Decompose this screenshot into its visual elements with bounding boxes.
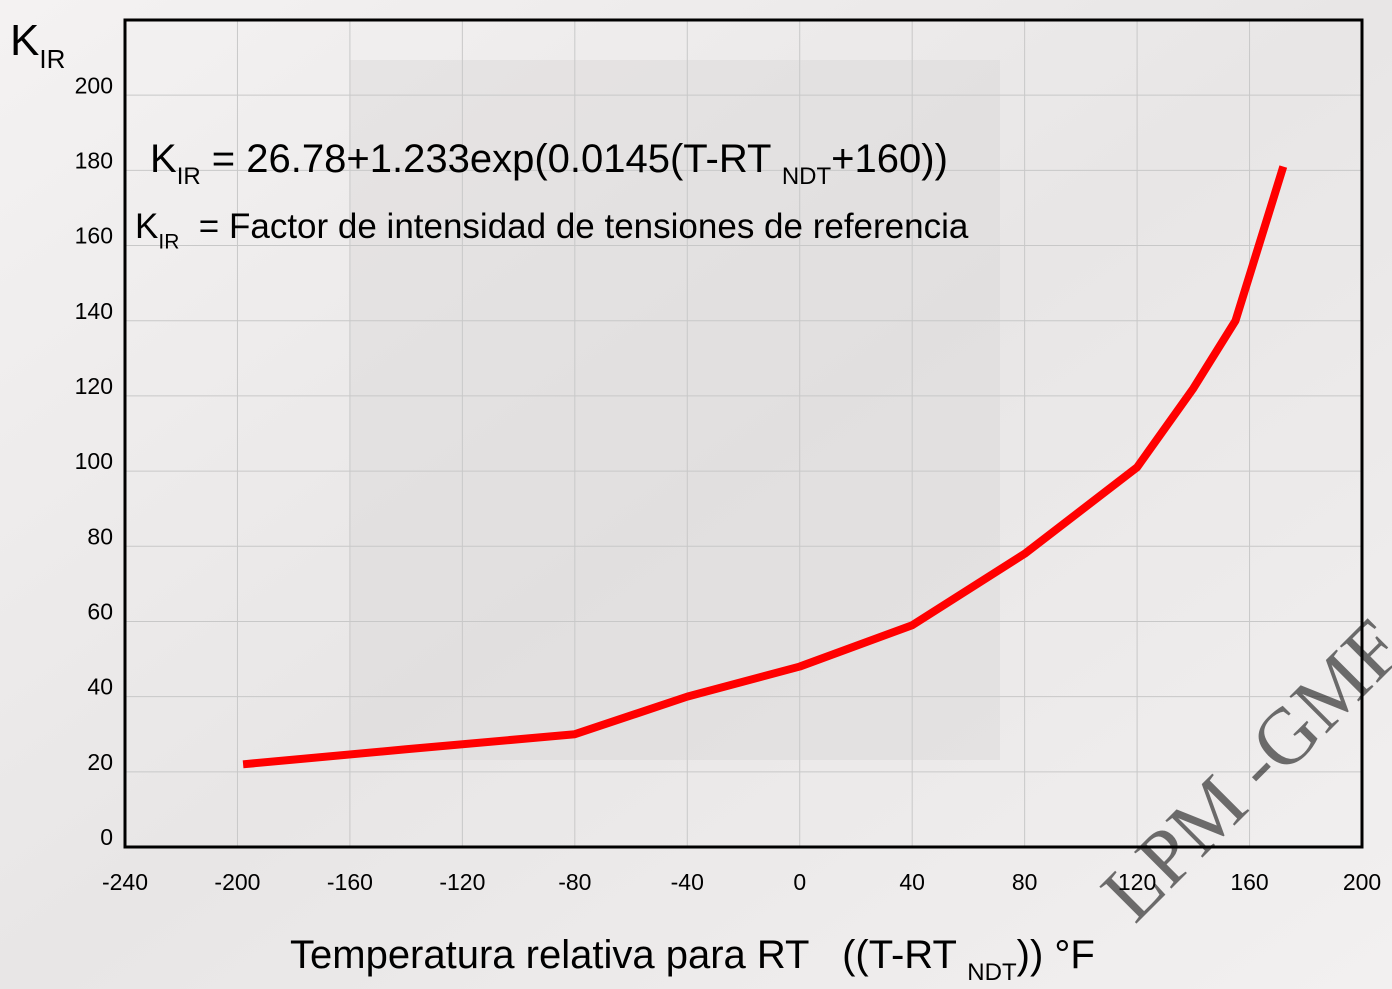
plot-frame bbox=[123, 18, 1364, 849]
y-tick-label: 200 bbox=[75, 72, 113, 98]
annotation: KIR = Factor de intensidad de tensiones … bbox=[135, 207, 969, 254]
x-axis-label: Temperatura relativa para RT ((T-RT NDT)… bbox=[290, 933, 1095, 986]
x-axis-label-part: )) °F bbox=[1017, 933, 1095, 977]
annotation-part: K bbox=[135, 207, 158, 246]
y-tick-label: 100 bbox=[75, 448, 113, 474]
x-tick-label: -200 bbox=[214, 869, 260, 895]
annotation: KIR = 26.78+1.233exp(0.0145(T-RT NDT+160… bbox=[150, 137, 948, 190]
y-tick-label: 60 bbox=[87, 599, 113, 625]
y-axis-label-part: K bbox=[10, 16, 39, 65]
y-tick-label: 160 bbox=[75, 223, 113, 249]
y-tick-label: 180 bbox=[75, 147, 113, 173]
x-tick-label: 160 bbox=[1230, 869, 1268, 895]
x-tick-label: -40 bbox=[671, 869, 704, 895]
y-axis-label-subscript: IR bbox=[39, 44, 65, 74]
annotation-part: K bbox=[150, 137, 177, 181]
x-tick-label: -120 bbox=[439, 869, 485, 895]
y-tick-label: 80 bbox=[87, 523, 113, 549]
y-tick-label: 120 bbox=[75, 373, 113, 399]
x-tick-label: -80 bbox=[558, 869, 591, 895]
annotation-subscript: IR bbox=[158, 231, 179, 254]
data-line bbox=[242, 165, 1288, 769]
annotation-part: = 26.78+1.233exp(0.0145(T-RT bbox=[201, 137, 782, 181]
background-shape bbox=[350, 60, 1000, 760]
x-tick-label: 0 bbox=[793, 869, 806, 895]
annotation-part: +160)) bbox=[831, 137, 948, 181]
x-axis-label-subscript: NDT bbox=[967, 959, 1017, 986]
y-tick-label: 0 bbox=[100, 824, 113, 850]
x-tick-label: 200 bbox=[1343, 869, 1381, 895]
x-tick-label: -160 bbox=[327, 869, 373, 895]
x-axis-label-part: Temperatura relativa para RT ((T-RT bbox=[290, 933, 967, 977]
y-tick-label: 140 bbox=[75, 298, 113, 324]
y-tick-label: 20 bbox=[87, 749, 113, 775]
annotation-subscript: IR bbox=[177, 163, 201, 190]
x-tick-label: -240 bbox=[102, 869, 148, 895]
y-tick-label: 40 bbox=[87, 674, 113, 700]
x-tick-label: 40 bbox=[899, 869, 925, 895]
y-axis-label: KIR bbox=[10, 16, 65, 74]
x-tick-label: 80 bbox=[1012, 869, 1038, 895]
annotation-subscript: NDT bbox=[782, 163, 832, 190]
annotation-part: = Factor de intensidad de tensiones de r… bbox=[179, 207, 969, 246]
x-tick-label: 120 bbox=[1118, 869, 1156, 895]
